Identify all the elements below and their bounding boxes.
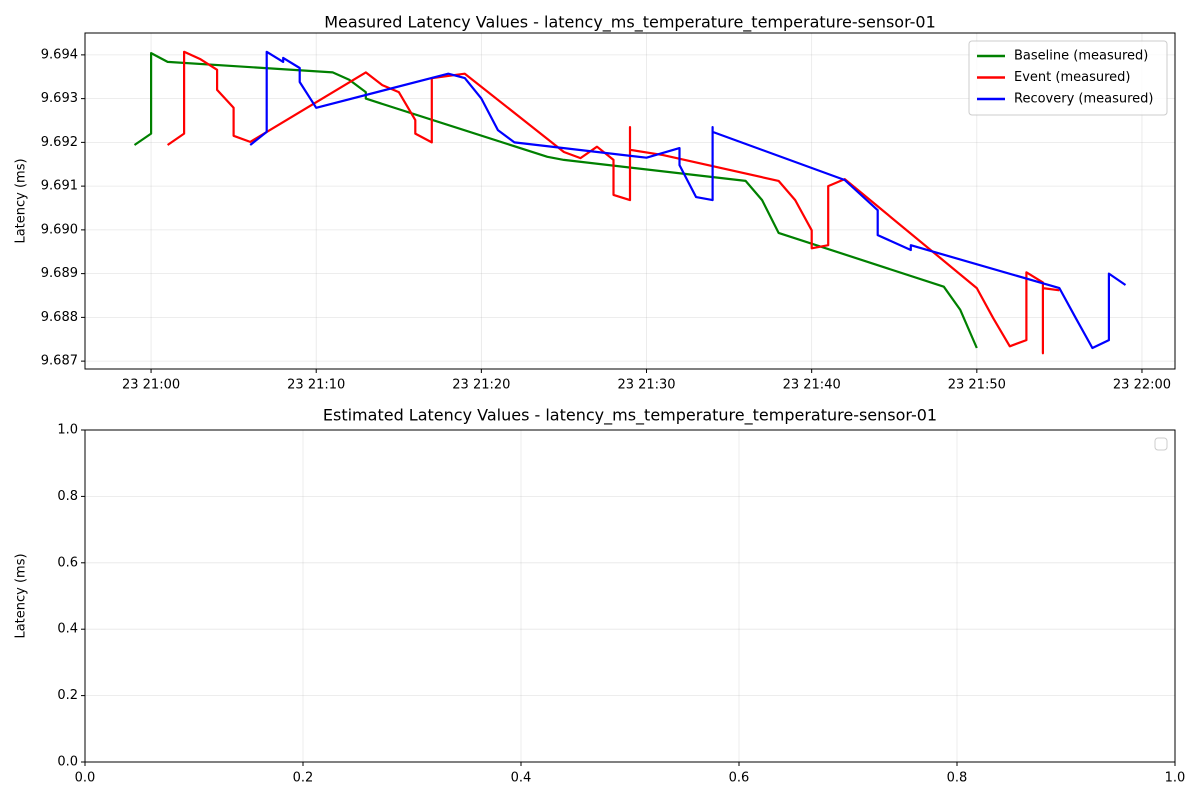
- x-tick-label: 0.8: [947, 771, 968, 786]
- y-axis-label: Latency (ms): [14, 553, 29, 638]
- x-tick-label: 23 21:00: [122, 378, 180, 393]
- x-tick-label: 0.6: [729, 771, 750, 786]
- y-tick-label: 9.689: [41, 266, 78, 281]
- y-tick-label: 9.693: [41, 91, 78, 106]
- y-axis-label: Latency (ms): [14, 158, 29, 243]
- y-tick-label: 9.687: [41, 354, 78, 369]
- x-tick-label: 1.0: [1165, 771, 1186, 786]
- x-tick-label: 23 22:00: [1113, 378, 1171, 393]
- legend-label: Baseline (measured): [1014, 49, 1148, 64]
- y-tick-label: 0.4: [57, 622, 78, 637]
- y-tick-label: 9.694: [41, 47, 78, 62]
- x-tick-label: 23 21:30: [617, 378, 675, 393]
- x-tick-label: 23 21:10: [287, 378, 345, 393]
- y-tick-label: 0.8: [57, 489, 78, 504]
- x-tick-label: 23 21:40: [783, 378, 841, 393]
- y-tick-label: 1.0: [57, 423, 78, 438]
- x-tick-label: 0.4: [511, 771, 532, 786]
- plot-frame: [84, 429, 1176, 763]
- y-tick-label: 9.688: [41, 310, 78, 325]
- series-line: [133, 52, 978, 349]
- x-tick-label: 0.2: [293, 771, 314, 786]
- y-tick-label: 9.691: [41, 179, 78, 194]
- y-tick-label: 0.2: [57, 688, 78, 703]
- series-line: [166, 50, 1060, 355]
- chart-title: Measured Latency Values - latency_ms_tem…: [324, 13, 936, 33]
- y-tick-label: 9.692: [41, 135, 78, 150]
- x-tick-label: 23 21:50: [948, 378, 1006, 393]
- chart-title: Estimated Latency Values - latency_ms_te…: [323, 406, 937, 426]
- plot-frame: [84, 32, 1176, 370]
- x-tick-label: 0.0: [75, 771, 96, 786]
- y-tick-label: 0.0: [57, 755, 78, 770]
- legend-box: [1154, 437, 1168, 451]
- legend-label: Event (measured): [1014, 70, 1130, 85]
- y-tick-label: 0.6: [57, 555, 78, 570]
- y-tick-label: 9.690: [41, 222, 78, 237]
- x-tick-label: 23 21:20: [452, 378, 510, 393]
- legend-label: Recovery (measured): [1014, 92, 1154, 107]
- series-line: [249, 50, 1127, 350]
- legend-box: [968, 40, 1168, 116]
